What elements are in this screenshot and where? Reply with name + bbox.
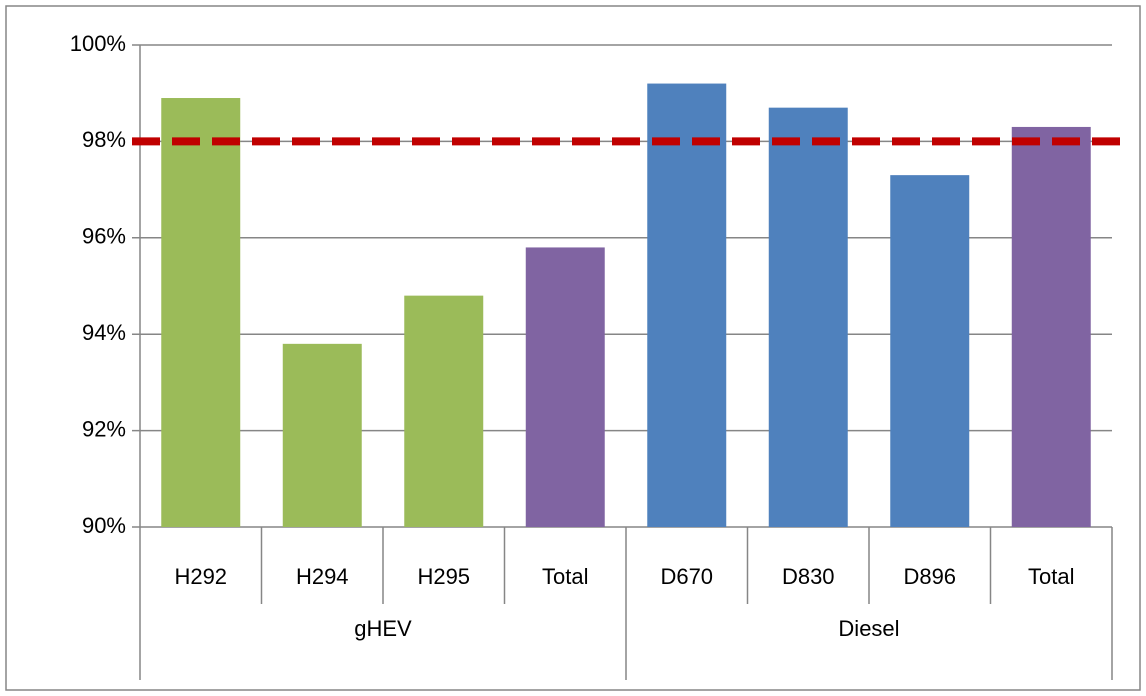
x-tick-label: H294	[296, 564, 349, 589]
bar	[525, 247, 605, 527]
bar	[647, 83, 727, 527]
y-tick-label: 92%	[82, 416, 126, 441]
y-tick-label: 100%	[70, 31, 126, 56]
x-tick-label: D830	[782, 564, 835, 589]
y-tick-label: 98%	[82, 127, 126, 152]
bar	[1011, 126, 1091, 527]
x-tick-label: Total	[1028, 564, 1074, 589]
x-tick-label: H292	[174, 564, 227, 589]
bar	[161, 98, 241, 528]
x-tick-label: Total	[542, 564, 588, 589]
y-tick-label: 90%	[82, 513, 126, 538]
y-tick-label: 96%	[82, 224, 126, 249]
x-tick-label: H295	[417, 564, 470, 589]
group-label: Diesel	[838, 616, 899, 641]
bar	[890, 175, 970, 527]
bar	[404, 295, 484, 527]
x-tick-label: D670	[660, 564, 713, 589]
bar	[282, 343, 362, 527]
bar	[768, 107, 848, 527]
x-tick-label: D896	[903, 564, 956, 589]
group-label: gHEV	[354, 616, 412, 641]
y-tick-label: 94%	[82, 320, 126, 345]
